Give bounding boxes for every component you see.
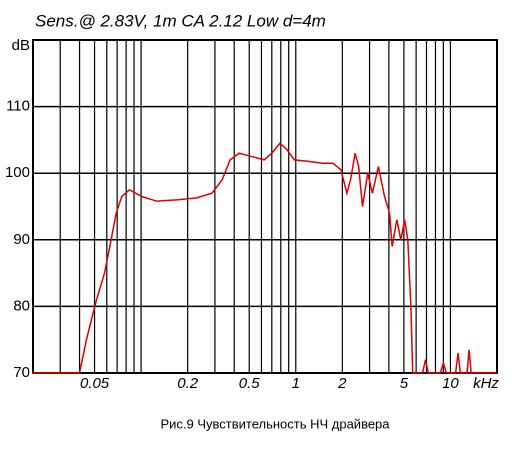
y-tick-label: 100 (5, 164, 30, 181)
x-tick-label: 0.05 (80, 375, 110, 392)
x-tick-label: 0.5 (239, 375, 261, 392)
caption: Рис.9 Чувствительность НЧ драйвера (160, 416, 390, 431)
y-tick-label: 70 (13, 364, 30, 381)
x-tick-label: 1 (292, 375, 300, 392)
x-tick-label: 2 (337, 375, 347, 392)
response-line (33, 142, 497, 374)
plot-frame (32, 39, 498, 374)
x-axis-label: kHz (473, 375, 499, 392)
x-tick-label: 10 (442, 375, 459, 392)
y-axis-label: dB (12, 37, 30, 54)
y-tick-label: 80 (13, 297, 30, 314)
x-tick-label: 0.2 (177, 375, 199, 392)
y-tick-label: 90 (13, 231, 30, 248)
chart-title: Sens.@ 2.83V, 1m CA 2.12 Low d=4m (35, 11, 326, 30)
y-tick-label: 110 (6, 98, 30, 115)
x-tick-label: 5 (400, 375, 409, 392)
